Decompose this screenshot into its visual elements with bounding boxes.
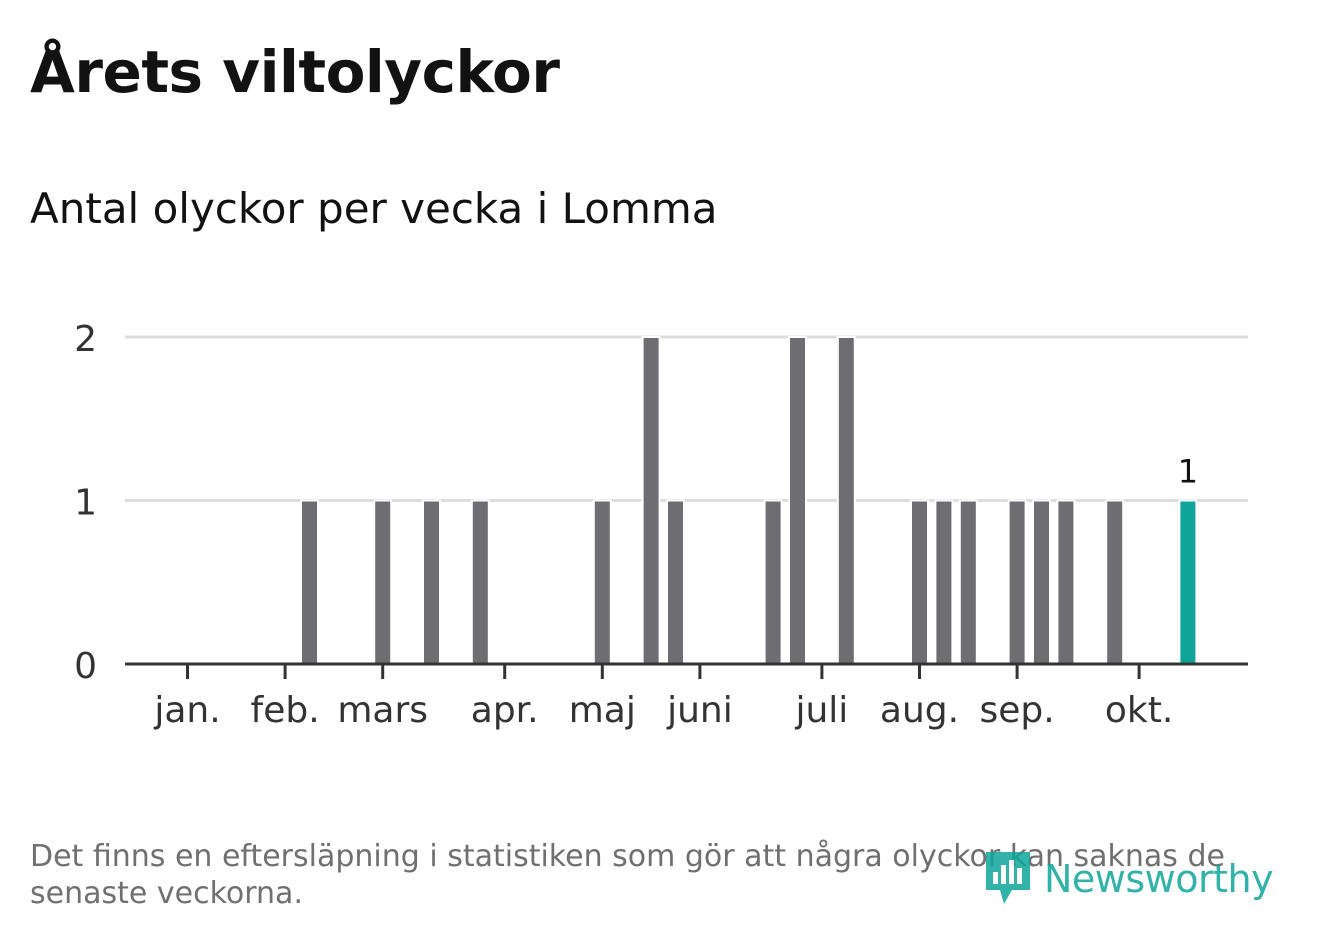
bar-week-35 [1007, 499, 1027, 665]
bar-week-21 [666, 499, 685, 665]
x-tick-label: aug. [880, 690, 959, 731]
chart-subtitle: Antal olyckor per vecka i Lomma [30, 184, 718, 233]
x-tick-label: okt. [1105, 690, 1173, 731]
bar-week-26 [788, 336, 807, 665]
bar-week-25 [763, 499, 783, 665]
newsworthy-logo-text: Newsworthy [1044, 857, 1274, 901]
bar-week-39 [1105, 499, 1125, 665]
x-tick-label: feb. [251, 690, 320, 731]
bar-week-31 [910, 499, 929, 665]
bar-week-13 [470, 499, 490, 665]
x-axis-tick-labels: jan. feb. mars apr. maj juni juli aug. sep. okt. [153, 664, 1173, 731]
newsworthy-logo-icon [986, 852, 1030, 904]
bar-week-36 [1032, 499, 1051, 665]
y-tick-label: 2 [74, 319, 97, 360]
y-tick-label: 0 [74, 646, 97, 687]
bar-week-42 [1178, 499, 1198, 665]
y-axis-tick-labels: 0 1 2 [74, 319, 97, 687]
x-tick-label: juni [666, 690, 733, 731]
x-tick-label: sep. [979, 690, 1054, 731]
newsworthy-logo: Newsworthy [982, 848, 1302, 910]
bar-week-18 [592, 499, 612, 665]
bar-chart: 0 1 2 jan. feb. mars apr. maj juni juli aug. sep. o… [74, 319, 1248, 731]
chart-title: Årets viltolyckor [30, 38, 560, 106]
bar-week-32 [934, 499, 954, 665]
bar-week-37 [1056, 499, 1076, 665]
x-tick-label: apr. [471, 690, 539, 731]
bar-week-20 [641, 336, 661, 665]
data-labels: 1 [1178, 453, 1198, 491]
bar-week-28 [836, 336, 856, 665]
gridlines [125, 335, 1248, 502]
highlight-data-label: 1 [1178, 453, 1198, 491]
bar-week-11 [422, 499, 441, 665]
bar-week-9 [373, 499, 393, 665]
x-tick-label: maj [569, 690, 636, 731]
y-tick-label: 1 [74, 483, 97, 524]
bar-week-6 [300, 499, 319, 665]
x-tick-label: mars [337, 690, 428, 731]
bar-week-33 [958, 499, 978, 665]
x-tick-label: jan. [153, 690, 220, 731]
x-tick-label: juli [794, 690, 848, 731]
